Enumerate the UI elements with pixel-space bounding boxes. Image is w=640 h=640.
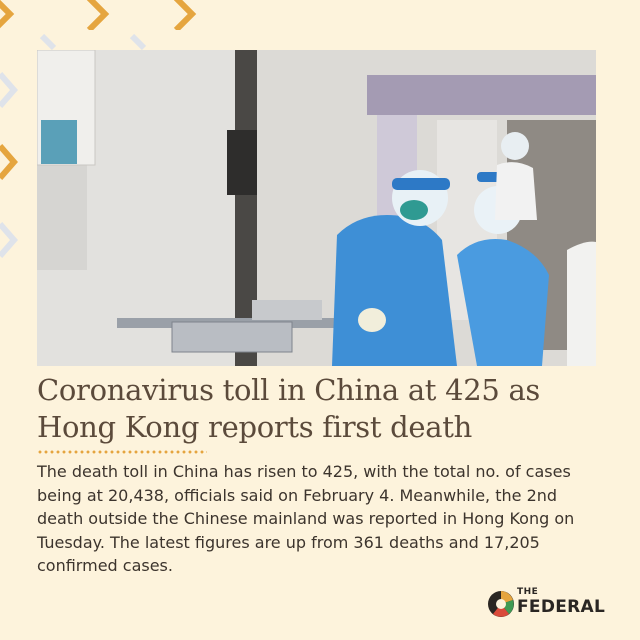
chevron-decoration-top-1 bbox=[86, 0, 110, 30]
dotted-divider bbox=[37, 450, 207, 454]
logo-name-text: FEDERAL bbox=[517, 597, 606, 617]
chevron-decoration-left-1 bbox=[0, 72, 18, 108]
chevron-decoration-left-2 bbox=[0, 144, 18, 180]
chevron-decoration-top-3 bbox=[0, 0, 15, 29]
chevron-decoration-top-light-2 bbox=[130, 34, 147, 50]
federal-logo: THE FEDERAL bbox=[487, 587, 607, 618]
chevron-decoration-left-3 bbox=[0, 222, 18, 258]
federal-logo-icon bbox=[488, 591, 514, 617]
chevron-decoration-top-light-1 bbox=[40, 34, 57, 50]
news-photo bbox=[37, 50, 596, 366]
logo-small-text: THE bbox=[517, 587, 539, 597]
chevron-decoration-top-2 bbox=[173, 0, 197, 30]
headline: Coronavirus toll in China at 425 as Hong… bbox=[37, 373, 541, 444]
article-summary: The death toll in China has risen to 425… bbox=[37, 462, 575, 575]
